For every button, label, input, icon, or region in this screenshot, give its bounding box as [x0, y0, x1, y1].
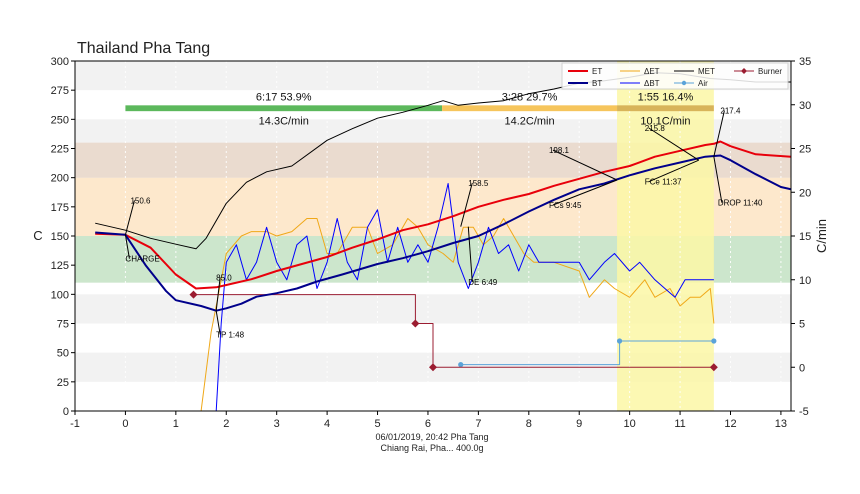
annotation-leader: [713, 156, 723, 203]
legend-label-dET: ΔET: [644, 67, 660, 76]
y-tick-label: 75: [57, 319, 69, 331]
series-Burner-marker: [411, 319, 420, 328]
x-tick-label: 2: [223, 418, 229, 430]
y-tick-label: 225: [51, 144, 69, 156]
phase-label: 1:55 16.4%: [638, 91, 694, 103]
footer-line: Chiang Rai, Pha... 400.0g: [380, 443, 483, 453]
annotation-label: DROP 11:40: [718, 199, 763, 208]
x-tick-label: 5: [374, 418, 380, 430]
annotation-leader: [124, 200, 135, 235]
y2-tick-label: 20: [799, 187, 811, 199]
chart-title: Thailand Pha Tang: [77, 40, 210, 57]
development-window: [617, 61, 714, 411]
annotation-label: CHARGE: [125, 255, 159, 264]
phase-bar: [617, 105, 714, 112]
x-tick-label: 1: [173, 418, 179, 430]
series-Air-line: [460, 340, 714, 366]
series-dBT-line: [215, 183, 714, 411]
x-tick-label: 9: [576, 418, 582, 430]
annotation-label: 217.4: [720, 107, 741, 116]
y2-tick-label: -5: [799, 406, 809, 418]
x-tick-label: 0: [122, 418, 128, 430]
series-ET-line: [95, 140, 791, 290]
annotation-label: 158.5: [468, 179, 489, 188]
y2-tick-label: 25: [799, 144, 811, 156]
y-tick-label: 175: [51, 202, 69, 214]
y2-tick-label: 0: [799, 362, 805, 374]
annotation-leader: [648, 127, 699, 161]
annotation-label: 215.8: [645, 124, 666, 133]
legend-label-ET: ET: [592, 67, 602, 76]
annotation-label: 150.6: [130, 196, 151, 205]
phase-label: 3:28 29.7%: [502, 91, 558, 103]
annotation-leader: [215, 310, 221, 335]
x-tick-label: 11: [674, 418, 685, 430]
series-Air-marker: [458, 362, 464, 368]
y2-tick-label: 5: [799, 319, 805, 331]
phase-bar: [125, 105, 443, 112]
series-Burner-marker: [429, 363, 437, 372]
annotation-label: FCe 11:37: [645, 178, 682, 187]
x-tick-label: 8: [526, 418, 532, 430]
annotation-leader: [124, 234, 130, 259]
x-tick-label: 3: [274, 418, 280, 430]
annotation-label: TP 1:48: [216, 331, 244, 340]
annotation-leader: [215, 277, 221, 311]
y-tick-label: 300: [51, 56, 69, 68]
y-tick-label: 100: [51, 289, 69, 301]
y-tick-label: 125: [51, 260, 69, 272]
annotation-label: 198.1: [549, 146, 570, 155]
y-tick-label: 150: [51, 231, 69, 243]
y-tick-label: 50: [57, 348, 69, 360]
legend-box: [561, 62, 789, 90]
annotation-leader: [460, 182, 473, 227]
y-tick-label: 275: [51, 85, 69, 97]
x-tick-label: 10: [624, 418, 636, 430]
phase-rate: 14.3C/min: [259, 115, 309, 127]
y-tick-label: 25: [57, 377, 69, 389]
annotation-leader: [648, 159, 699, 183]
y2-tick-label: 35: [799, 56, 811, 68]
footer-line: 06/01/2019, 20:42 Pha Tang: [376, 432, 489, 442]
phase-rate: 14.2C/min: [504, 115, 554, 127]
series-Burner-line: [193, 294, 714, 368]
annotation-leader: [552, 149, 618, 181]
annotation-leader: [467, 226, 473, 283]
legend-marker-Burner: [741, 68, 747, 74]
series-Burner-marker: [709, 363, 718, 372]
legend-marker-Air: [681, 80, 687, 86]
phase-rate: 10.1C/min: [640, 115, 690, 127]
annotation-leader: [552, 179, 618, 206]
x-tick-label: 12: [724, 418, 736, 430]
y2-tick-label: 30: [799, 100, 811, 112]
x-tick-label: 6: [425, 418, 431, 430]
y-axis-title: C: [33, 228, 42, 243]
legend-label-MET: MET: [698, 67, 715, 76]
series-Air-marker: [616, 338, 623, 344]
phase-bar: [442, 105, 618, 112]
legend-label-dBT: ΔBT: [644, 79, 660, 88]
x-tick-label: -1: [70, 418, 80, 430]
series-dET-line: [200, 218, 715, 411]
y-tick-label: 0: [63, 406, 69, 418]
annotation-label: FCs 9:45: [549, 201, 582, 210]
annotation-leader: [713, 110, 725, 157]
x-tick-label: 7: [475, 418, 481, 430]
phase-label: 6:17 53.9%: [256, 91, 312, 103]
annotation-label: 85.0: [216, 273, 232, 282]
y-tick-label: 250: [51, 114, 69, 126]
x-tick-label: 4: [324, 418, 330, 430]
legend-label-Air: Air: [698, 79, 708, 88]
annotation-label: DE 6:49: [468, 278, 497, 287]
legend-label-BT: BT: [592, 79, 602, 88]
y-tick-label: 200: [51, 173, 69, 185]
series-Burner-marker: [189, 290, 198, 299]
x-tick-label: 13: [775, 418, 787, 430]
series-Air-marker: [711, 338, 717, 344]
y2-tick-label: 15: [799, 231, 811, 243]
y2-tick-label: 10: [799, 275, 811, 287]
y2-axis-title: C/min: [814, 219, 829, 253]
legend-label-Burner: Burner: [758, 67, 782, 76]
